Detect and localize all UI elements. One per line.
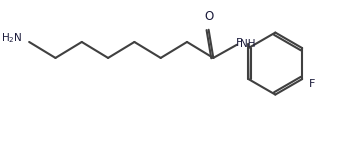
Text: F: F xyxy=(236,38,242,48)
Text: F: F xyxy=(309,79,315,89)
Text: H$_2$N: H$_2$N xyxy=(1,31,23,45)
Text: NH: NH xyxy=(240,39,255,49)
Text: O: O xyxy=(204,10,213,23)
